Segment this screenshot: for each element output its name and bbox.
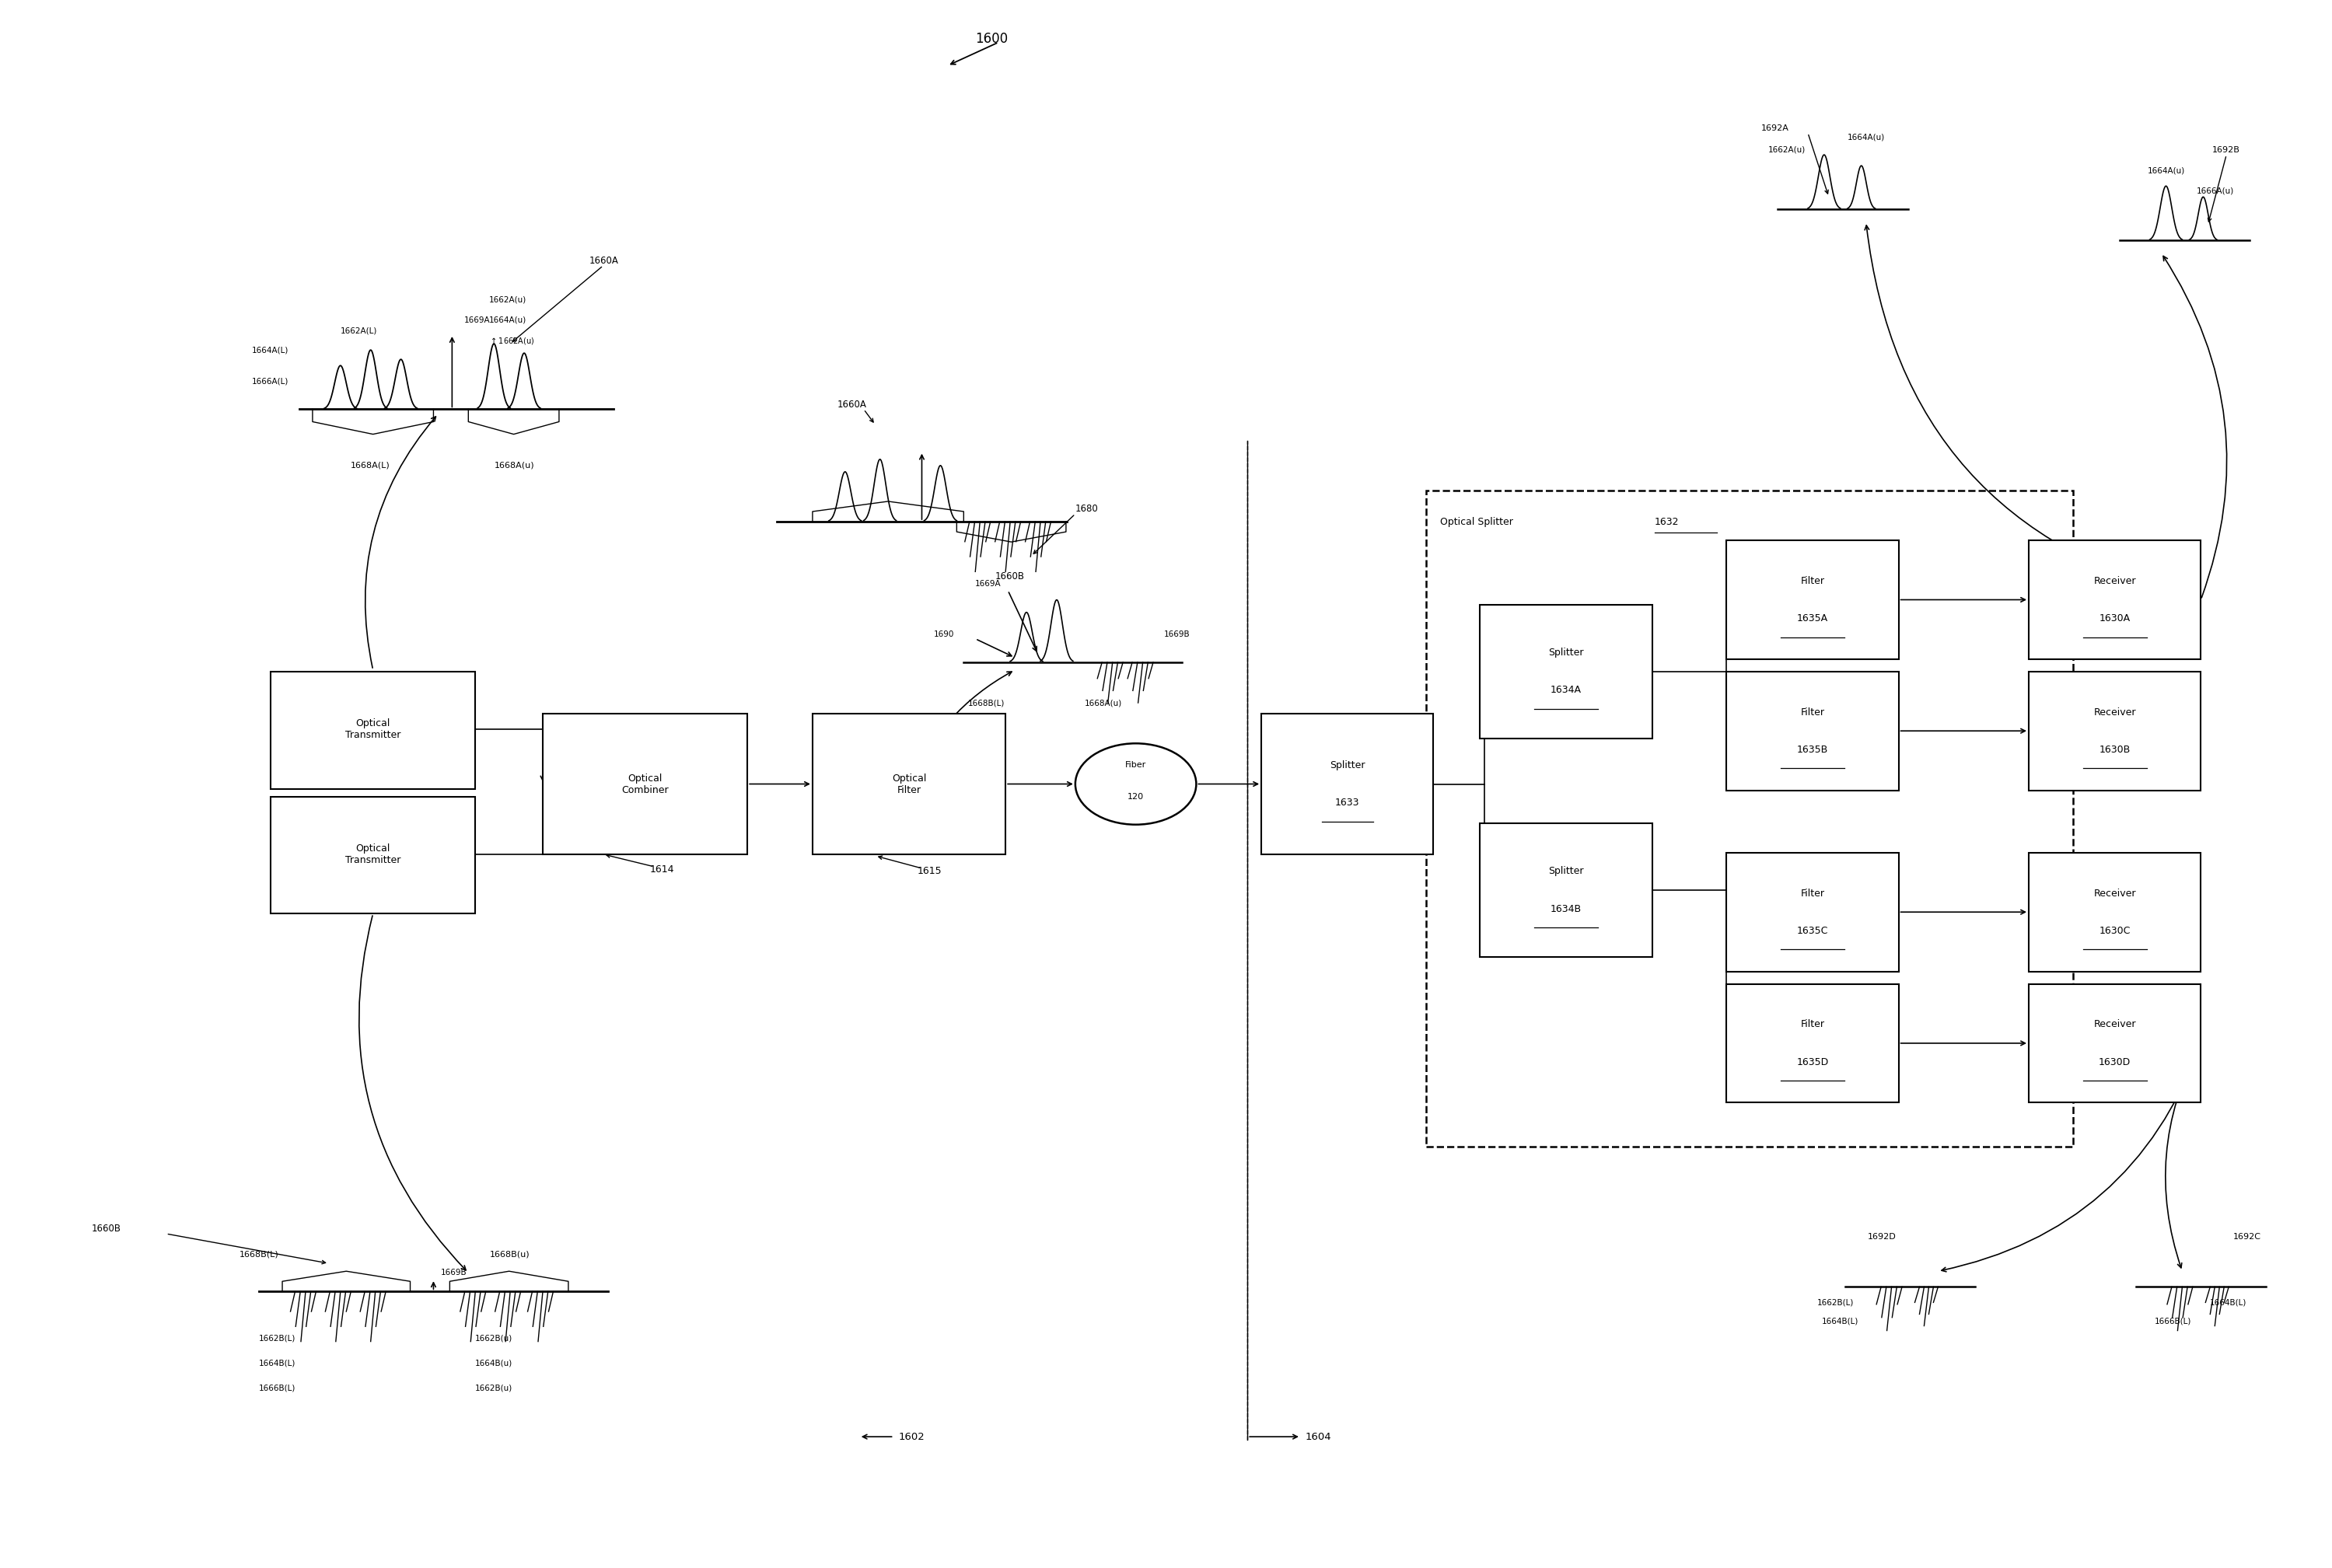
Text: Optical
Transmitter: Optical Transmitter [345, 718, 401, 740]
FancyBboxPatch shape [271, 671, 476, 789]
Text: 120: 120 [1129, 792, 1145, 800]
Text: 1632: 1632 [1653, 516, 1679, 527]
FancyBboxPatch shape [1726, 853, 1898, 972]
Text: 1662A(u): 1662A(u) [1768, 146, 1805, 154]
Text: 1690: 1690 [933, 630, 954, 638]
FancyArrowPatch shape [2166, 1046, 2199, 1269]
Text: Splitter: Splitter [1548, 648, 1583, 659]
Text: 1668A(L): 1668A(L) [350, 461, 389, 469]
FancyBboxPatch shape [2029, 671, 2201, 790]
Text: 1600: 1600 [975, 33, 1007, 45]
FancyBboxPatch shape [543, 713, 749, 855]
FancyBboxPatch shape [1726, 541, 1898, 659]
Text: Filter: Filter [1800, 575, 1824, 586]
FancyBboxPatch shape [271, 797, 476, 914]
Text: $\uparrow$1662A(u): $\uparrow$1662A(u) [490, 336, 534, 345]
FancyArrowPatch shape [1943, 1046, 2199, 1272]
FancyArrowPatch shape [366, 417, 436, 668]
Text: 1669A: 1669A [975, 580, 1000, 588]
FancyArrowPatch shape [909, 671, 1012, 787]
FancyArrowPatch shape [1866, 226, 2199, 599]
Text: 1635D: 1635D [1796, 1057, 1828, 1066]
Text: 1630A: 1630A [2099, 613, 2131, 624]
Text: Optical Splitter: Optical Splitter [1441, 516, 1516, 527]
Text: 1692D: 1692D [1868, 1232, 1896, 1240]
Text: 1630C: 1630C [2099, 925, 2131, 936]
FancyBboxPatch shape [1262, 713, 1434, 855]
FancyBboxPatch shape [2029, 853, 2201, 972]
Text: 1664A(L): 1664A(L) [252, 347, 289, 354]
Text: 1669B: 1669B [1164, 630, 1189, 638]
Text: 1604: 1604 [1306, 1432, 1332, 1441]
Text: 1630B: 1630B [2099, 745, 2131, 754]
Text: 1630D: 1630D [2099, 1057, 2131, 1066]
Text: 1662B(L): 1662B(L) [1817, 1298, 1854, 1306]
FancyBboxPatch shape [2029, 541, 2201, 659]
FancyBboxPatch shape [1481, 823, 1651, 958]
Text: 1680: 1680 [1075, 505, 1098, 514]
Text: Receiver: Receiver [2094, 887, 2136, 898]
Text: 1669B: 1669B [441, 1269, 466, 1276]
FancyArrowPatch shape [2164, 256, 2227, 597]
Text: 1666B(L): 1666B(L) [259, 1385, 296, 1392]
Text: 1662A(u): 1662A(u) [490, 296, 527, 304]
Text: Filter: Filter [1800, 1019, 1824, 1030]
Text: 1602: 1602 [898, 1432, 926, 1441]
Text: Receiver: Receiver [2094, 575, 2136, 586]
Text: 1634A: 1634A [1551, 685, 1581, 695]
Text: 1692A: 1692A [1761, 124, 1789, 132]
Text: 1615: 1615 [916, 867, 942, 877]
Text: 1666B(L): 1666B(L) [2155, 1317, 2192, 1325]
Text: 1635B: 1635B [1798, 745, 1828, 754]
Text: Optical
Transmitter: Optical Transmitter [345, 844, 401, 866]
Text: 1660B: 1660B [91, 1225, 121, 1234]
Text: 1668B(u): 1668B(u) [490, 1250, 529, 1258]
Text: 1668A(u): 1668A(u) [494, 461, 534, 469]
Text: Optical
Filter: Optical Filter [891, 773, 926, 795]
Text: Filter: Filter [1800, 887, 1824, 898]
Text: 1664A(u): 1664A(u) [2148, 166, 2185, 174]
FancyArrowPatch shape [359, 916, 466, 1270]
Text: 1660A: 1660A [837, 400, 868, 409]
Text: 1662A(L): 1662A(L) [340, 328, 378, 336]
Text: Splitter: Splitter [1548, 867, 1583, 877]
FancyBboxPatch shape [1481, 604, 1651, 739]
Text: 1614: 1614 [651, 866, 674, 875]
Text: 1664B(L): 1664B(L) [259, 1359, 296, 1367]
Text: 1660B: 1660B [996, 571, 1026, 582]
Text: 1664B(L): 1664B(L) [2211, 1298, 2248, 1306]
Text: 1668A(u): 1668A(u) [1084, 699, 1122, 707]
Text: 1664A(u): 1664A(u) [490, 317, 527, 325]
Text: 1662B(u): 1662B(u) [476, 1334, 513, 1342]
Text: 1662B(u): 1662B(u) [476, 1385, 513, 1392]
Text: 1666A(L): 1666A(L) [252, 378, 289, 386]
Text: 1668B(L): 1668B(L) [968, 699, 1005, 707]
Text: Optical
Combiner: Optical Combiner [623, 773, 669, 795]
Text: 1692C: 1692C [2234, 1232, 2262, 1240]
Text: 1634B: 1634B [1551, 903, 1581, 914]
Text: 1664B(u): 1664B(u) [476, 1359, 513, 1367]
Text: 1635C: 1635C [1796, 925, 1828, 936]
FancyBboxPatch shape [812, 713, 1005, 855]
Text: Filter: Filter [1800, 707, 1824, 717]
Text: 1662B(L): 1662B(L) [259, 1334, 296, 1342]
FancyBboxPatch shape [1726, 983, 1898, 1102]
Text: 1666A(u): 1666A(u) [2197, 187, 2234, 194]
Text: 1669A: 1669A [464, 317, 490, 325]
Text: 1660A: 1660A [590, 256, 618, 267]
FancyBboxPatch shape [1726, 671, 1898, 790]
Text: 1668B(L): 1668B(L) [240, 1250, 280, 1258]
Text: Receiver: Receiver [2094, 1019, 2136, 1030]
Text: Receiver: Receiver [2094, 707, 2136, 717]
FancyBboxPatch shape [2029, 983, 2201, 1102]
Text: Fiber: Fiber [1124, 762, 1147, 770]
Text: 1635A: 1635A [1798, 613, 1828, 624]
Text: 1692B: 1692B [2213, 146, 2241, 154]
Text: 1664A(u): 1664A(u) [1847, 133, 1884, 141]
Text: 1633: 1633 [1336, 798, 1360, 808]
Text: 1664B(L): 1664B(L) [1821, 1317, 1859, 1325]
Text: Splitter: Splitter [1329, 760, 1364, 770]
